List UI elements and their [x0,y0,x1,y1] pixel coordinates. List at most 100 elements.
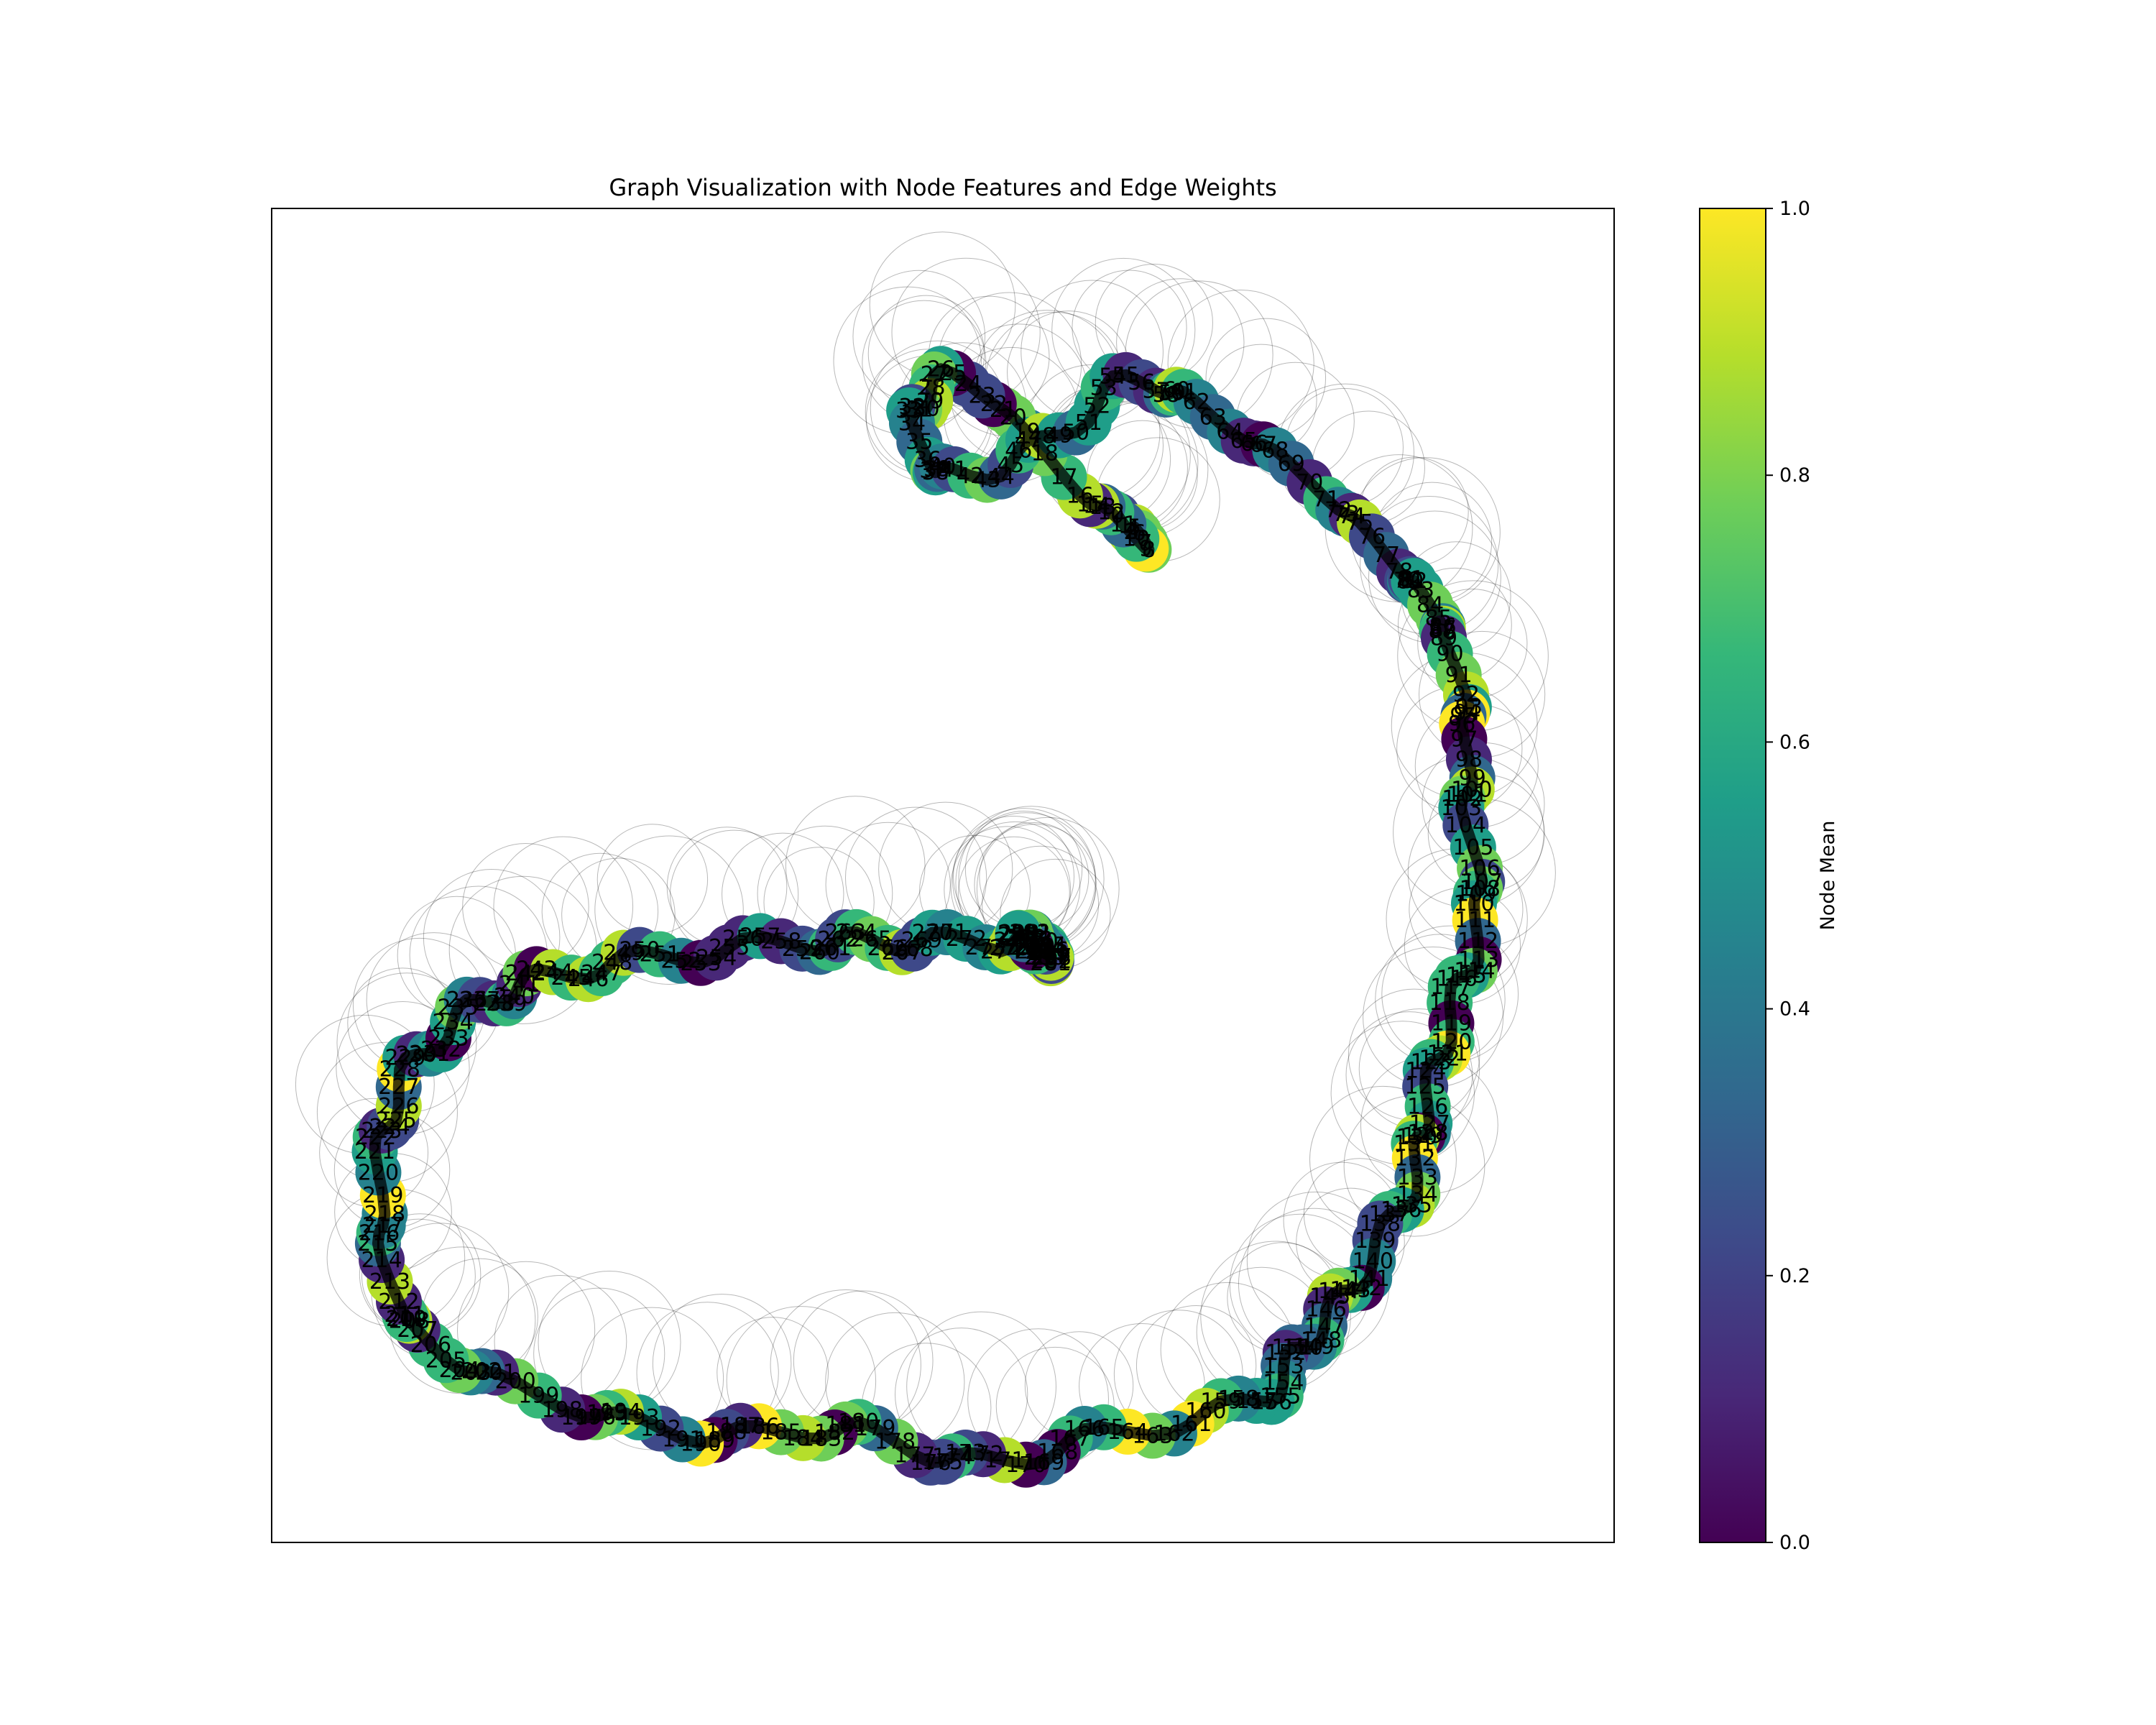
node-label: 264 [836,920,877,945]
node-label: 131 [1393,1131,1434,1156]
node-label: 96 [1448,712,1475,737]
colorbar-gradient [1699,208,1766,1543]
node-label: 2 [1123,520,1137,545]
node-label: 159 [1200,1389,1241,1414]
node-label: 102 [1442,786,1483,811]
node-label: 290 [1017,929,1058,954]
colorbar-tick-label: 1.0 [1779,198,1810,220]
node-label: 221 [354,1139,395,1164]
node-label: 55 [1112,363,1139,388]
node-label: 105 [1452,835,1493,860]
node-label: 154 [1263,1371,1304,1396]
node-label: 194 [600,1399,641,1425]
node-label: 118 [1429,990,1470,1016]
node-label: 41 [940,457,967,482]
node-label: 84 [1416,592,1444,617]
node-label: 128 [1407,1121,1448,1146]
node-label: 280 [1024,945,1065,970]
node-label: 120 [1431,1030,1472,1055]
node-label: 222 [355,1125,396,1150]
node-label: 179 [854,1416,895,1441]
node-label: 11 [1110,512,1137,538]
node-label: 59 [1158,380,1186,405]
node-label: 101 [1447,783,1488,808]
node-label: 124 [1405,1059,1446,1084]
node-label: 21 [990,397,1017,423]
node-label: 276 [994,929,1035,954]
node-label: 7 [1138,530,1152,556]
node-label: 198 [542,1397,583,1422]
node-label: 6 [1133,520,1146,546]
node-label: 145 [1309,1284,1350,1310]
node-label: 111 [1455,908,1496,933]
node-label: 196 [575,1405,616,1430]
node-label: 178 [875,1430,916,1455]
node-label: 273 [965,935,1006,960]
node-label: 240 [494,984,535,1009]
node-label: 132 [1394,1146,1435,1171]
node-label: 44 [987,464,1015,489]
node-label: 144 [1318,1279,1359,1304]
node-label: 189 [694,1427,735,1453]
node-label: 93 [1455,695,1483,720]
node-label: 109 [1455,882,1496,907]
node-label: 83 [1407,578,1434,603]
node-label: 125 [1405,1075,1446,1100]
node-label: 35 [906,430,933,455]
node-label: 12 [1097,500,1125,525]
node-label: 199 [518,1384,559,1409]
node-label: 56 [1128,370,1155,395]
node-label: 260 [799,939,840,965]
node-label: 80 [1396,569,1424,594]
node-label: 174 [932,1444,973,1469]
node-label: 255 [709,935,750,960]
node-label: 127 [1409,1111,1450,1136]
node-label: 292 [1010,921,1051,946]
node-label: 284 [1025,934,1066,959]
node-label: 48 [1028,424,1056,449]
node-label: 294 [1015,936,1056,961]
node-label: 160 [1185,1399,1226,1424]
node-label: 245 [550,965,591,990]
node-label: 168 [1037,1440,1078,1465]
node-label: 224 [369,1115,410,1140]
node-label: 191 [662,1427,703,1453]
node-label: 114 [1454,959,1495,984]
node-label: 244 [532,960,573,985]
node-label: 148 [1301,1328,1342,1353]
node-label: 40 [929,454,956,479]
node-label: 234 [433,1010,474,1035]
node-label: 213 [369,1269,410,1294]
node-label: 266 [867,936,908,961]
node-label: 270 [912,921,953,946]
node-label: 3 [1125,519,1139,544]
node-label: 91 [1445,663,1473,688]
node-label: 81 [1397,567,1424,592]
node-label: 73 [1332,502,1360,527]
node-label: 43 [974,468,1001,493]
node-label: 108 [1460,876,1501,901]
colorbar-tick-label: 0.0 [1779,1532,1810,1554]
node-label: 226 [378,1094,419,1119]
edge [1051,257,1196,402]
node-label: 97 [1450,727,1478,753]
node-label: 187 [720,1414,761,1439]
node-label: 79 [1393,569,1421,594]
node-label: 150 [1282,1335,1323,1360]
node-label: 298 [998,921,1039,946]
node-label: 149 [1293,1335,1334,1360]
node-label: 24 [954,372,982,397]
node-label: 147 [1304,1314,1345,1339]
node-label: 197 [561,1405,602,1430]
node-label: 296 [1010,935,1051,960]
node-label: 237 [459,988,500,1013]
node-label: 271 [926,920,967,945]
node-label: 177 [894,1443,935,1468]
node-label: 233 [428,1026,469,1051]
node-label: 161 [1171,1412,1212,1437]
node-label: 136 [1381,1197,1422,1223]
node-label: 38 [922,460,949,485]
node-label: 86 [1429,614,1456,639]
node-label: 25 [939,361,967,386]
colorbar-tick-label: 0.4 [1779,998,1810,1021]
